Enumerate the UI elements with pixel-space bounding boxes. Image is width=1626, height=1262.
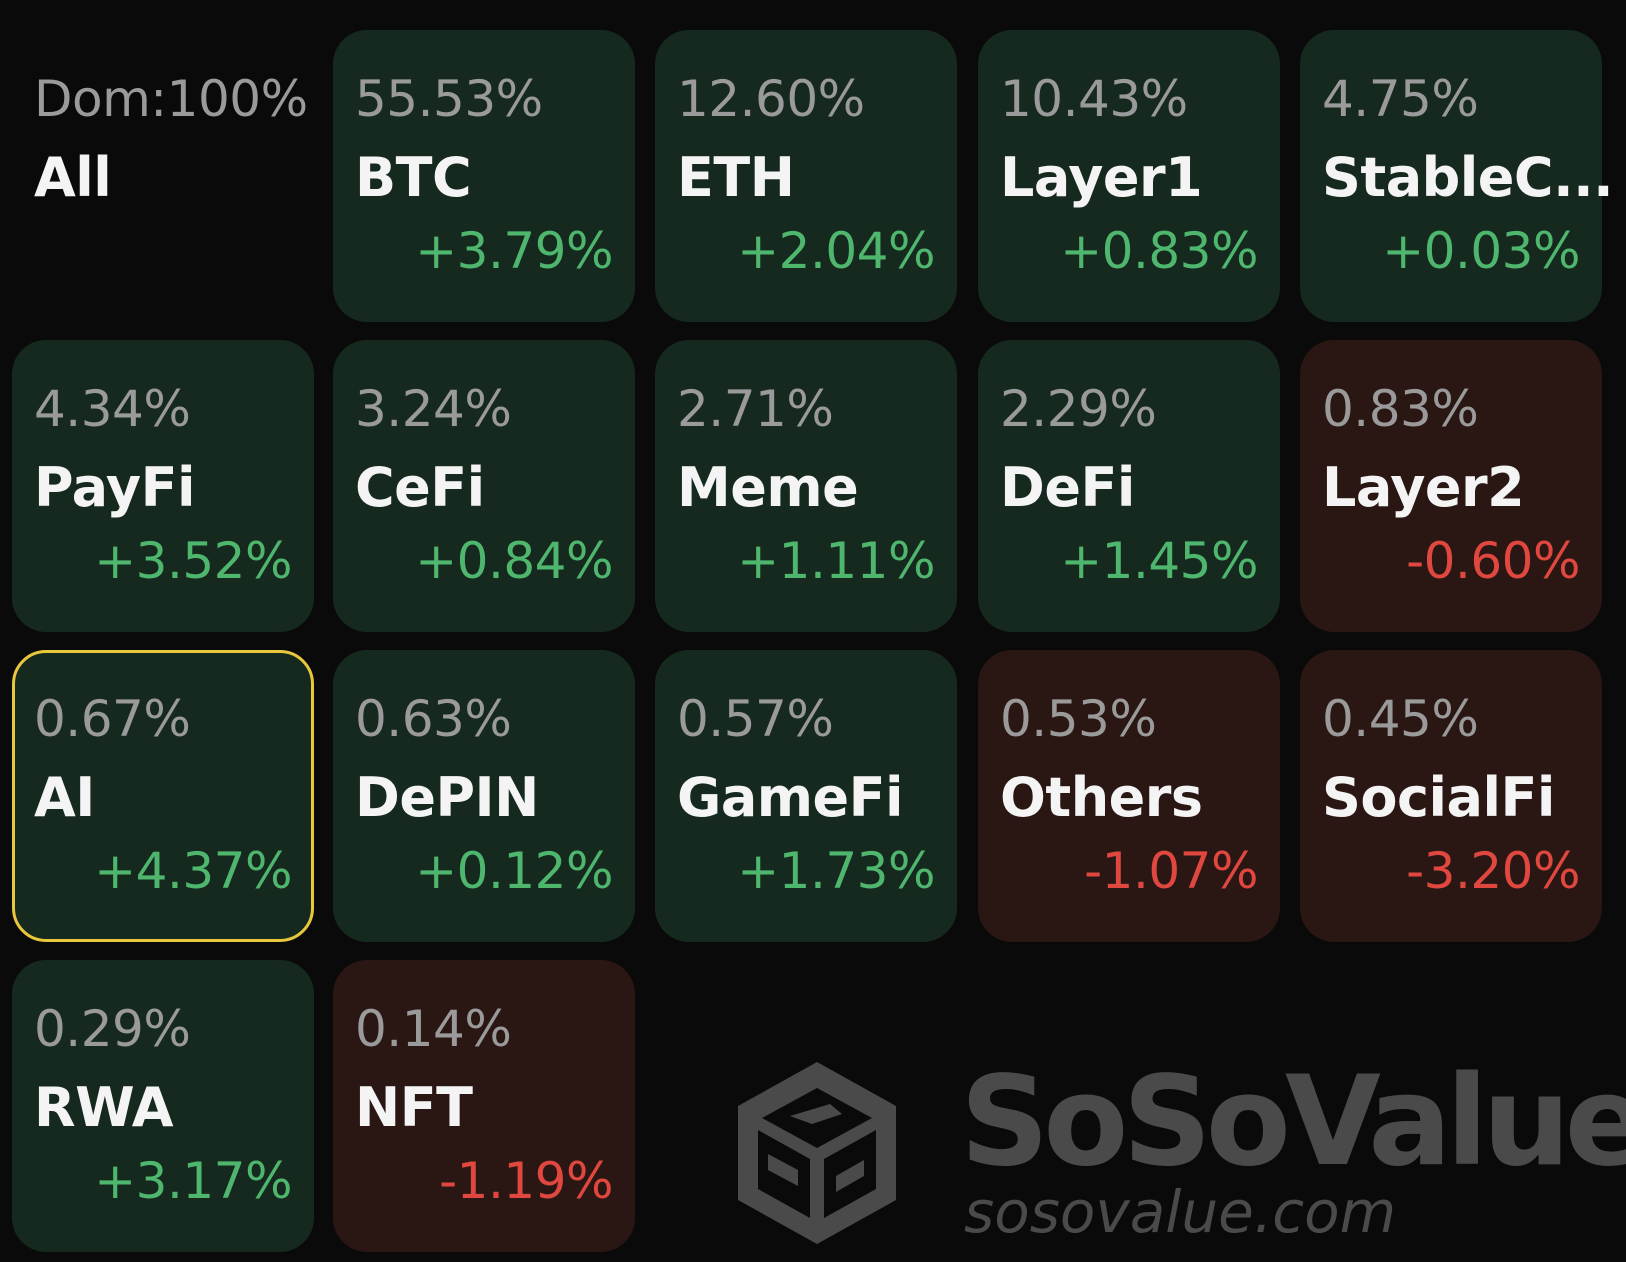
price-change: +3.17% (94, 1152, 292, 1210)
dominance-value: 0.29% (34, 1000, 191, 1058)
sector-name: RWA (34, 1076, 174, 1139)
dominance-value: 0.63% (355, 690, 512, 748)
sector-tile-ai[interactable]: 0.67% AI +4.37% (12, 650, 314, 942)
dominance-value: 0.45% (1322, 690, 1479, 748)
sector-tile-nft[interactable]: 0.14% NFT -1.19% (333, 960, 635, 1252)
dominance-value: 2.71% (677, 380, 834, 438)
sector-tile-eth[interactable]: 12.60% ETH +2.04% (655, 30, 957, 322)
watermark-url: sosovalue.com (964, 1178, 1397, 1246)
dominance-value: 10.43% (1000, 70, 1188, 128)
sector-name: Others (1000, 766, 1203, 829)
dominance-value: Dom:100% (34, 70, 308, 128)
price-change: +0.03% (1382, 222, 1580, 280)
dominance-value: 0.83% (1322, 380, 1479, 438)
price-change: +3.79% (415, 222, 613, 280)
dominance-value: 3.24% (355, 380, 512, 438)
price-change: +1.73% (737, 842, 935, 900)
dominance-value: 0.53% (1000, 690, 1157, 748)
watermark-brand: SoSoValue (960, 1050, 1626, 1194)
sector-tile-cefi[interactable]: 3.24% CeFi +0.84% (333, 340, 635, 632)
sector-tile-socialfi[interactable]: 0.45% SocialFi -3.20% (1300, 650, 1602, 942)
dominance-value: 55.53% (355, 70, 543, 128)
sector-name: DePIN (355, 766, 539, 829)
price-change: -0.60% (1406, 532, 1580, 590)
sector-tile-layer2[interactable]: 0.83% Layer2 -0.60% (1300, 340, 1602, 632)
sector-tile-defi[interactable]: 2.29% DeFi +1.45% (978, 340, 1280, 632)
sosovalue-watermark: SoSoValue sosovalue.com (732, 1050, 1626, 1248)
sector-name: BTC (355, 146, 472, 209)
sector-name: PayFi (34, 456, 196, 519)
sector-name: Meme (677, 456, 859, 519)
price-change: +0.83% (1060, 222, 1258, 280)
sector-tile-stablecoin[interactable]: 4.75% StableC... +0.03% (1300, 30, 1614, 322)
price-change: +0.84% (415, 532, 613, 590)
sector-tile-layer1[interactable]: 10.43% Layer1 +0.83% (978, 30, 1280, 322)
price-change: +3.52% (94, 532, 292, 590)
dominance-value: 0.57% (677, 690, 834, 748)
sector-tile-gamefi[interactable]: 0.57% GameFi +1.73% (655, 650, 957, 942)
sector-tile-others[interactable]: 0.53% Others -1.07% (978, 650, 1280, 942)
sosovalue-cube-logo-icon (738, 1062, 896, 1244)
sector-name: SocialFi (1322, 766, 1555, 829)
sector-name: DeFi (1000, 456, 1135, 519)
sector-name: NFT (355, 1076, 473, 1139)
sector-tile-all[interactable]: Dom:100% All (12, 30, 314, 322)
sector-name: ETH (677, 146, 795, 209)
dominance-value: 4.75% (1322, 70, 1479, 128)
sector-name: All (34, 146, 112, 209)
price-change: +2.04% (737, 222, 935, 280)
price-change: -1.19% (439, 1152, 613, 1210)
price-change: -1.07% (1084, 842, 1258, 900)
sector-tile-btc[interactable]: 55.53% BTC +3.79% (333, 30, 635, 322)
sector-name: Layer1 (1000, 146, 1203, 209)
price-change: +0.12% (415, 842, 613, 900)
sector-tile-meme[interactable]: 2.71% Meme +1.11% (655, 340, 957, 632)
price-change: -3.20% (1406, 842, 1580, 900)
dominance-value: 4.34% (34, 380, 191, 438)
dominance-value: 2.29% (1000, 380, 1157, 438)
sector-name: CeFi (355, 456, 485, 519)
sector-tile-depin[interactable]: 0.63% DePIN +0.12% (333, 650, 635, 942)
sector-name: GameFi (677, 766, 904, 829)
dominance-value: 0.14% (355, 1000, 512, 1058)
price-change: +4.37% (94, 842, 292, 900)
sector-name: StableC... (1322, 146, 1614, 209)
dominance-value: 12.60% (677, 70, 865, 128)
price-change: +1.11% (737, 532, 935, 590)
sector-tile-payfi[interactable]: 4.34% PayFi +3.52% (12, 340, 314, 632)
sector-name: Layer2 (1322, 456, 1525, 519)
sector-tile-rwa[interactable]: 0.29% RWA +3.17% (12, 960, 314, 1252)
sector-name: AI (34, 766, 95, 829)
dominance-value: 0.67% (34, 690, 191, 748)
price-change: +1.45% (1060, 532, 1258, 590)
